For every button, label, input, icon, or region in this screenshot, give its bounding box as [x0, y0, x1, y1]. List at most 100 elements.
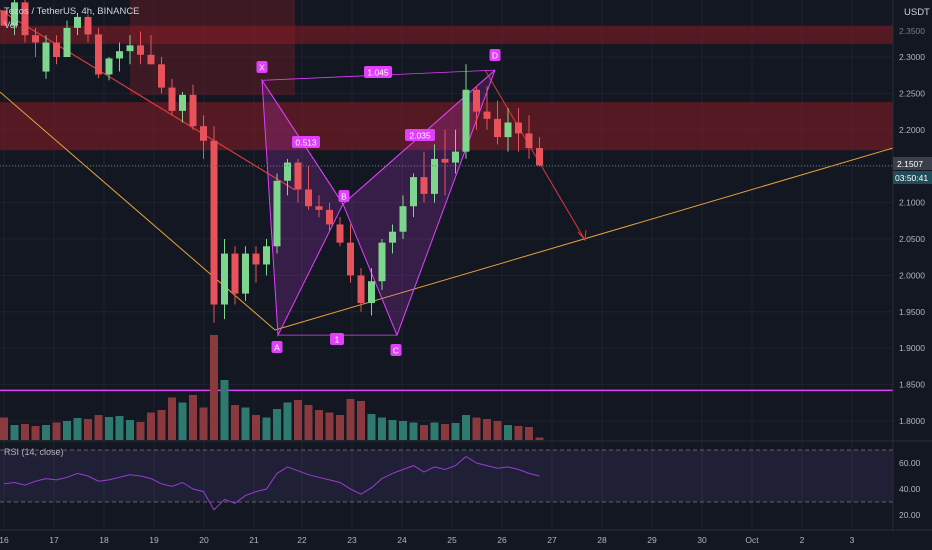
time-tick-label: 19 [149, 535, 159, 545]
candle-body [410, 177, 417, 207]
candle-body [189, 94, 197, 127]
point-a-label: A [274, 343, 280, 353]
candle-body [368, 281, 375, 304]
point-b-label: B [341, 192, 347, 202]
candle-body [210, 140, 218, 305]
volume-bar [136, 422, 145, 440]
volume-bar [430, 422, 439, 440]
time-tick-label: 27 [547, 535, 557, 545]
supply-zone [130, 0, 295, 95]
candle-body [462, 89, 470, 152]
candle-body [389, 231, 396, 243]
price-tick-label: 2.3000 [899, 52, 925, 62]
candle-body [326, 209, 333, 225]
candle-body [105, 58, 113, 75]
countdown-badge [893, 171, 932, 184]
volume-bar [241, 407, 250, 440]
rsi-tick-label: 40.00 [899, 484, 921, 494]
volume-bar [535, 437, 544, 440]
volume-bar [168, 397, 176, 440]
price-tick-label: 2.0000 [899, 270, 925, 280]
candle-body [536, 148, 543, 166]
candle-body [452, 151, 459, 163]
volume-bar [63, 421, 71, 440]
ratio-xab-label: 0.513 [295, 138, 317, 148]
candle-body [179, 94, 186, 111]
volume-bar [378, 417, 386, 440]
time-tick-label: 22 [297, 535, 307, 545]
volume-bar [420, 425, 428, 440]
volume-bar [273, 409, 281, 440]
volume-bar [315, 410, 323, 440]
rsi-tick-label: 60.00 [899, 458, 921, 468]
point-x-label: X [259, 63, 265, 73]
current-price-value: 2.1507 [897, 159, 923, 169]
ratio-abc-label-box [330, 333, 344, 345]
candle-body [305, 189, 312, 207]
candle-body [242, 253, 249, 294]
candle-body [357, 275, 365, 304]
volume-bar [52, 422, 61, 440]
volume-bar [21, 424, 29, 440]
volume-bar [210, 335, 218, 440]
projection-arrow [484, 69, 586, 241]
rsi-band [0, 450, 893, 502]
candle-body [137, 45, 144, 55]
volume-bar [147, 412, 155, 440]
candle-body [336, 224, 344, 243]
price-tick-label: 2.2000 [899, 125, 925, 135]
candle-body [200, 126, 207, 141]
candle-body [126, 45, 134, 52]
volume-bar [346, 399, 355, 440]
descending-trendline [0, 91, 276, 331]
symbol-title: Tezos / TetherUS, 4h, BINANCE [4, 6, 140, 17]
current-price-badge [893, 157, 932, 170]
candle-body [116, 51, 123, 59]
time-tick-label: 2 [800, 535, 805, 545]
volume-bar [493, 421, 502, 440]
candle-body [378, 242, 386, 282]
candle-body [158, 64, 165, 88]
rsi-tick-label: 20.00 [899, 510, 921, 520]
volume-bar [304, 405, 313, 440]
rsi-label: RSI (14, close) [4, 447, 64, 457]
volume-bar [262, 417, 271, 440]
channel-line [0, 9, 296, 191]
price-currency-label: USDT [904, 7, 930, 18]
price-tick-label: 1.8500 [899, 380, 925, 390]
time-tick-label: 30 [697, 535, 707, 545]
ratio-xad-label: 1.045 [367, 68, 389, 78]
candle-body [32, 35, 39, 43]
candle-body [399, 206, 407, 232]
price-tick-label: 1.9000 [899, 343, 925, 353]
candle-body [252, 253, 260, 265]
time-tick-label: 29 [647, 535, 657, 545]
point-c-label: C [393, 346, 399, 356]
volume-bar [357, 401, 365, 440]
candle-body [168, 87, 176, 111]
candle-body [515, 122, 522, 134]
candle-body [525, 133, 533, 148]
time-tick-label: 3 [850, 535, 855, 545]
candle-body [263, 246, 270, 265]
resistance-zone [0, 102, 893, 151]
volume-bar [409, 422, 418, 440]
volume-bar [504, 425, 512, 440]
point-x-label-box [256, 61, 268, 73]
point-d-label-box [489, 49, 501, 61]
volume-label: Vol [4, 20, 17, 31]
candle-body [273, 180, 281, 247]
candle-body [11, 2, 18, 26]
point-a-label-box [271, 341, 283, 353]
volume-bar [199, 407, 208, 440]
volume-bar [472, 417, 481, 440]
volume-bar [525, 427, 533, 440]
time-tick-label: 16 [0, 535, 9, 545]
price-tick-label: 1.9500 [899, 307, 925, 317]
candle-body [347, 242, 354, 276]
time-tick-label: 18 [99, 535, 109, 545]
time-tick-label: Oct [745, 535, 759, 545]
price-tick-label: 1.8000 [899, 416, 925, 426]
